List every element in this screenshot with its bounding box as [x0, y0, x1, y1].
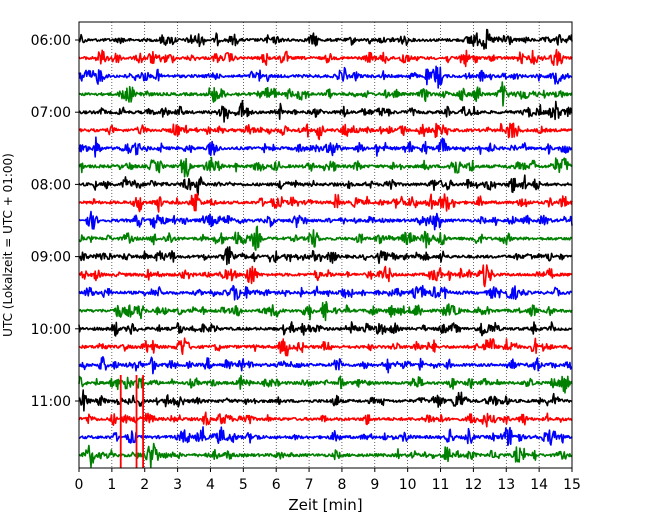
trace-line	[78, 156, 573, 178]
trace-line	[78, 411, 573, 428]
trace-line	[78, 284, 573, 301]
trace-line	[78, 442, 573, 469]
trace-line	[78, 122, 573, 141]
y-tick-label: 06:00	[31, 33, 71, 49]
y-tick-label: 07:00	[31, 105, 71, 121]
x-tick-label: 9	[370, 477, 379, 493]
trace-line	[78, 28, 573, 50]
trace-line	[78, 300, 573, 322]
trace-line	[78, 264, 573, 288]
trace-line	[78, 136, 573, 158]
trace-line	[78, 374, 573, 394]
x-tick-label: 11	[432, 477, 450, 493]
x-tick-label: 10	[399, 477, 417, 493]
y-tick-label: 10:00	[31, 322, 71, 338]
y-tick-label: 09:00	[31, 250, 71, 266]
x-axis-label: Zeit [min]	[288, 496, 362, 514]
trace-line	[78, 246, 573, 266]
plot-frame	[78, 21, 573, 469]
x-tick-label: 15	[563, 477, 581, 493]
trace-line	[78, 321, 573, 337]
y-axis-ticks: 06:00 07:00 08:00 09:00 10:00 11:00	[31, 33, 79, 410]
trace-line	[78, 48, 573, 68]
trace-line	[78, 337, 573, 357]
x-tick-label: 14	[530, 477, 548, 493]
trace-line	[78, 81, 573, 107]
trace-line	[78, 225, 573, 251]
trace-line	[78, 426, 573, 447]
y-axis-label: UTC (Lokalzeit = UTC + 01:00)	[1, 153, 15, 337]
event-spikes	[119, 375, 144, 468]
seismogram-traces	[78, 28, 573, 469]
x-tick-label: 1	[107, 477, 116, 493]
x-tick-label: 4	[206, 477, 215, 493]
trace-line	[78, 389, 573, 412]
x-tick-label: 2	[140, 477, 149, 493]
trace-line	[78, 99, 573, 123]
trace-line	[78, 210, 573, 231]
x-tick-label: 0	[75, 477, 84, 493]
trace-line	[78, 174, 573, 196]
y-tick-label: 11:00	[31, 394, 71, 410]
trace-line	[78, 65, 573, 89]
x-tick-label: 8	[337, 477, 346, 493]
x-tick-label: 3	[173, 477, 182, 493]
x-tick-label: 6	[272, 477, 281, 493]
x-tick-label: 7	[305, 477, 314, 493]
x-axis-ticks: 0 1 2 3 4 5 6 7 8 9 10 11 12 13 14 15	[75, 468, 581, 493]
x-tick-label: 12	[464, 477, 482, 493]
x-tick-label: 5	[239, 477, 248, 493]
trace-line	[78, 356, 573, 375]
y-tick-label: 08:00	[31, 177, 71, 193]
x-tick-label: 13	[497, 477, 515, 493]
trace-line	[78, 193, 573, 213]
